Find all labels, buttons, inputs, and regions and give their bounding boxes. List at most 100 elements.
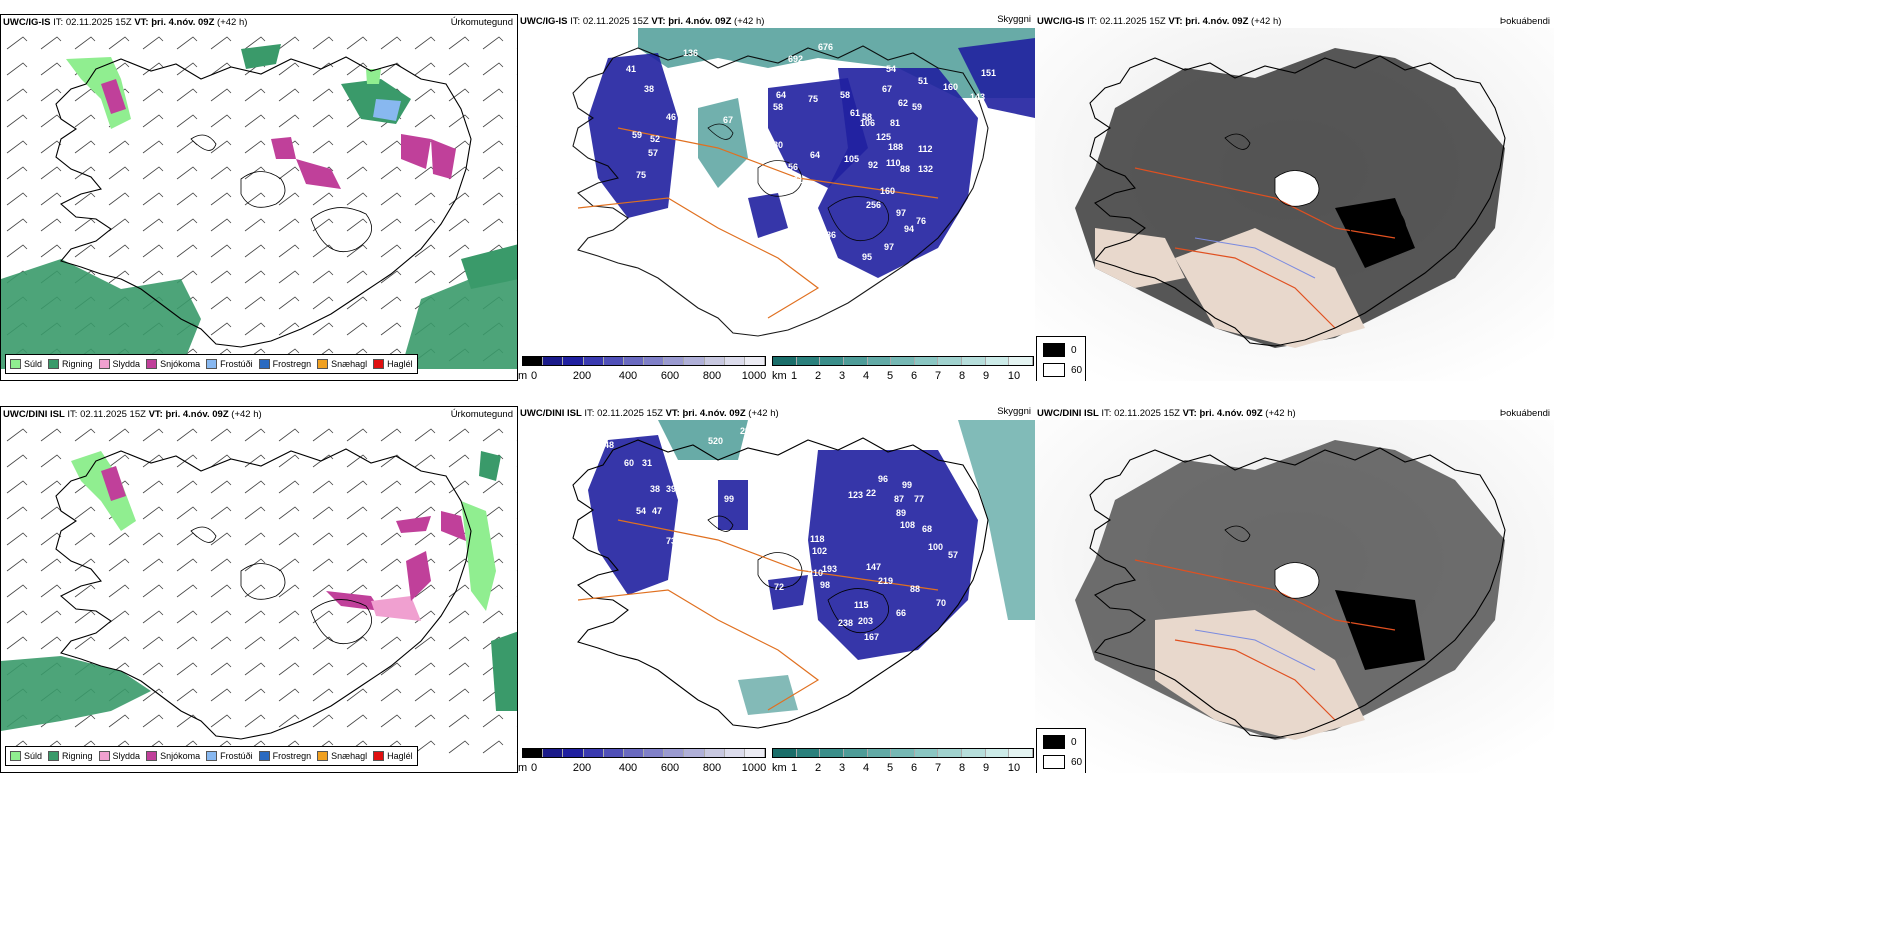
vis-label: 99 (760, 296, 770, 306)
legend-swatch (98, 359, 110, 369)
vis-label: 50 (678, 195, 688, 205)
vis-label: 38 (650, 484, 660, 494)
colorbar-tick: 800 (702, 762, 722, 773)
colorbar-tick: 1000 (741, 370, 767, 381)
vis-label: 58 (773, 102, 783, 112)
precip-panel-row2: UWC/DINI ISL IT: 02.11.2025 15Z VT: þri.… (0, 406, 518, 773)
legend-item: Slydda (98, 359, 140, 369)
legend-item: Frostregn (258, 359, 311, 369)
legend-item: Slydda (98, 751, 140, 761)
vis-label: 132 (918, 164, 933, 174)
vis-label: 57 (948, 550, 958, 560)
colorbar-tick: 4 (862, 370, 870, 381)
vis-label: 77 (914, 494, 924, 504)
colorbar-unit: km (772, 762, 787, 773)
vis-label: 92 (868, 160, 878, 170)
vis-label: 219 (878, 576, 893, 586)
cloud-base-colorbar: m 0 200 400 600 800 1000 (518, 356, 767, 381)
fog-legend: 0 60 (1036, 728, 1086, 773)
precip-legend: Súld Rigning Slydda Snjókoma Frostúði Fr… (5, 354, 418, 374)
vis-label: 156 (684, 180, 699, 190)
vis-label: 160 (880, 186, 895, 196)
visibility-bar (772, 356, 1034, 366)
vis-label: 118 (810, 534, 825, 544)
vis-label: 89 (740, 215, 750, 225)
vis-label: 692 (788, 54, 803, 64)
vis-label: 676 (818, 42, 833, 52)
visibility-panel-row2: UWC/DINI ISL IT: 02.11.2025 15Z VT: þri.… (518, 406, 1035, 773)
colorbar-tick: 4 (862, 762, 870, 773)
legend-swatch (373, 751, 385, 761)
visibility-map: 291 520 48 60 31 38 39 54 47 73 60 100 9… (572, 420, 1035, 729)
legend-swatch (206, 359, 218, 369)
vis-label: 100 (698, 560, 713, 570)
precip-map (1, 421, 517, 761)
vis-label: 47 (652, 506, 662, 516)
vis-label: 102 (812, 546, 827, 556)
vis-label: 86 (826, 230, 836, 240)
legend-item: Frostúði (206, 359, 253, 369)
vis-label: 291 (740, 426, 755, 436)
vis-label: 110 (886, 158, 901, 168)
vis-label: 54 (886, 64, 896, 74)
precip-panel-row1: UWC/IG-IS IT: 02.11.2025 15Z VT: þri. 4.… (0, 14, 518, 381)
vis-label: 61 (793, 175, 803, 185)
legend-swatch (10, 751, 21, 761)
colorbar-tick: 1000 (741, 762, 767, 773)
vis-label: 215 (668, 72, 683, 82)
vis-label: 51 (918, 76, 928, 86)
vis-label: 193 (822, 564, 837, 574)
legend-item: Súld (10, 751, 42, 761)
visibility-map: 136 676 692 215 41 38 46 59 52 57 75 50 … (572, 28, 1035, 337)
vis-label: 105 (844, 154, 859, 164)
colorbar-tick: 5 (886, 762, 894, 773)
vis-label: 520 (708, 436, 723, 446)
vis-label: 58 (840, 90, 850, 100)
panel-header: UWC/DINI ISL IT: 02.11.2025 15Z VT: þri.… (3, 409, 262, 420)
colorbar-tick: 3 (838, 370, 846, 381)
legend-item: Súld (10, 359, 42, 369)
vis-label: 52 (650, 134, 660, 144)
legend-item: Haglél (373, 751, 413, 761)
colorbar-tick: 1 (790, 370, 798, 381)
colorbar-tick: 400 (618, 762, 638, 773)
colorbar-tick: 10 (1007, 762, 1021, 773)
vis-label: 88 (900, 164, 910, 174)
vis-label: 115 (854, 600, 869, 610)
colorbar-tick: 800 (702, 370, 722, 381)
vis-label: 95 (862, 252, 872, 262)
fog-map (1035, 28, 1554, 381)
vis-label: 38 (644, 84, 654, 94)
panel-title: Skyggni (997, 406, 1031, 417)
vis-label: 87 (894, 494, 904, 504)
vis-label: 48 (604, 440, 614, 450)
cloud-base-colorbar: m 0 200 400 600 800 1000 (518, 748, 767, 773)
colorbar-tick: 200 (572, 762, 592, 773)
vis-label: 62 (898, 98, 908, 108)
colorbar-tick: 6 (910, 370, 918, 381)
colorbar-tick: 2 (814, 370, 822, 381)
vis-label: 60 (624, 458, 634, 468)
vis-label: 54 (636, 506, 646, 516)
cloud-base-bar (522, 748, 766, 758)
fog-legend-label: 0 (1071, 737, 1077, 748)
legend-item: Snæhagl (317, 359, 367, 369)
vis-label: 70 (936, 598, 946, 608)
fog-legend: 0 60 (1036, 336, 1086, 381)
colorbar-tick: 0 (530, 370, 538, 381)
panel-title: Úrkomutegund (450, 17, 513, 28)
vis-label: 98 (820, 580, 830, 590)
vis-label: 46 (666, 112, 676, 122)
vis-label: 64 (810, 150, 820, 160)
legend-swatch (258, 359, 270, 369)
legend-swatch (98, 751, 110, 761)
vis-label: 59 (632, 130, 642, 140)
vis-label: 167 (864, 632, 879, 642)
colorbar-tick: 2 (814, 762, 822, 773)
vis-label: 75 (808, 94, 818, 104)
vis-label: 97 (896, 208, 906, 218)
vis-label: 61 (850, 108, 860, 118)
vis-label: 75 (636, 170, 646, 180)
visibility-colorbar: km 1 2 3 4 5 6 7 8 9 10 (772, 748, 1034, 773)
vis-label: 64 (776, 90, 786, 100)
